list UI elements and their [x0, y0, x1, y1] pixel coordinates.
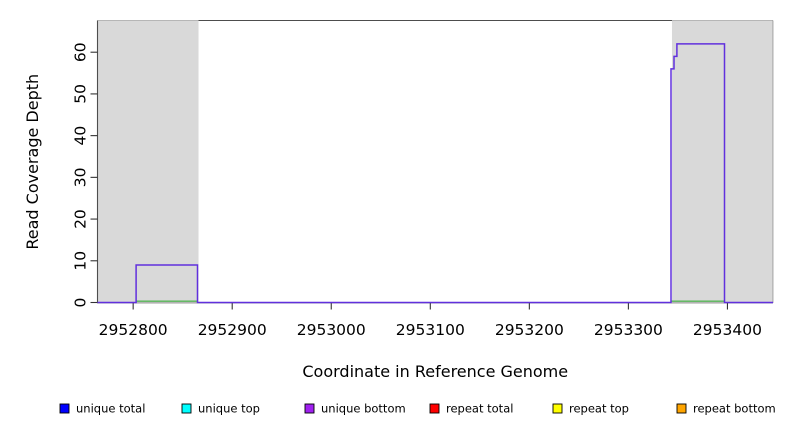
legend-swatch-unique-bottom [304, 403, 315, 414]
x-axis-title: Coordinate in Reference Genome [302, 362, 568, 381]
y-axis-tick-label: 10 [72, 251, 90, 271]
y-axis-tick-label: 50 [72, 84, 90, 104]
y-axis-title: Read Coverage Depth [23, 74, 42, 250]
legend-label-unique-total: unique total [76, 402, 145, 416]
x-axis-tick-label: 2953100 [396, 321, 465, 339]
legend-swatch-unique-top [181, 403, 192, 414]
x-axis-tick-label: 2953300 [594, 321, 663, 339]
y-axis-tick-label: 20 [72, 209, 90, 229]
legend-label-unique-bottom: unique bottom [321, 402, 406, 416]
x-axis-tick-label: 2952800 [99, 321, 168, 339]
y-axis-tick-label: 40 [72, 126, 90, 146]
x-axis-tick-label: 2953200 [495, 321, 564, 339]
legend-swatch-repeat-total [429, 403, 440, 414]
y-axis-tick-label: 60 [72, 42, 90, 62]
x-axis-tick-label: 2953400 [693, 321, 762, 339]
legend-swatch-repeat-bottom [676, 403, 687, 414]
repeat-region-left [97, 20, 199, 303]
repeat-region-right [671, 20, 773, 303]
legend-swatch-repeat-top [552, 403, 563, 414]
legend-swatch-unique-total [59, 403, 70, 414]
x-axis-tick-label: 2953000 [297, 321, 366, 339]
y-axis-tick-label: 30 [72, 167, 90, 187]
legend-label-unique-top: unique top [198, 402, 260, 416]
unique-bottom-coverage [97, 43, 773, 304]
legend-label-repeat-top: repeat top [569, 402, 629, 416]
legend-label-repeat-total: repeat total [446, 402, 513, 416]
x-axis-tick-label: 2952900 [198, 321, 267, 339]
legend-label-repeat-bottom: repeat bottom [693, 402, 776, 416]
y-axis-tick-label: 0 [72, 298, 90, 308]
